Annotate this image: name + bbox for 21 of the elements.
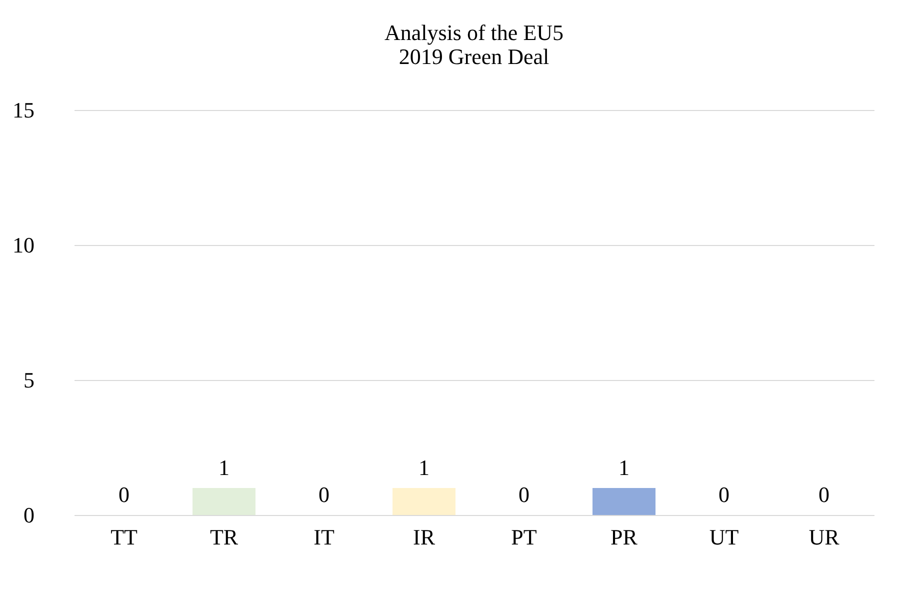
data-label: 1 (218, 455, 230, 480)
y-tick-label: 15 (12, 98, 34, 122)
y-tick-label: 5 (24, 368, 34, 392)
data-label: 1 (418, 455, 430, 480)
data-label: 0 (118, 482, 130, 507)
chart-title: Analysis of the EU5 2019 Green Deal (384, 20, 564, 69)
x-tick-label: PR (610, 524, 638, 550)
x-tick-label: IT (314, 524, 335, 550)
x-tick-label: IR (413, 524, 436, 550)
x-tick-label: TR (210, 524, 238, 550)
data-label: 0 (318, 482, 330, 507)
x-tick-label: PT (511, 524, 538, 550)
data-label: 0 (518, 482, 530, 507)
data-label: 1 (618, 455, 630, 480)
data-label: 0 (718, 482, 730, 507)
x-tick-label: UR (808, 524, 840, 550)
x-tick-label: UT (709, 524, 740, 550)
y-tick-label: 10 (12, 232, 34, 258)
y-tick-label: 0 (24, 502, 34, 528)
data-label: 0 (818, 482, 830, 507)
x-tick-label: TT (110, 524, 138, 550)
